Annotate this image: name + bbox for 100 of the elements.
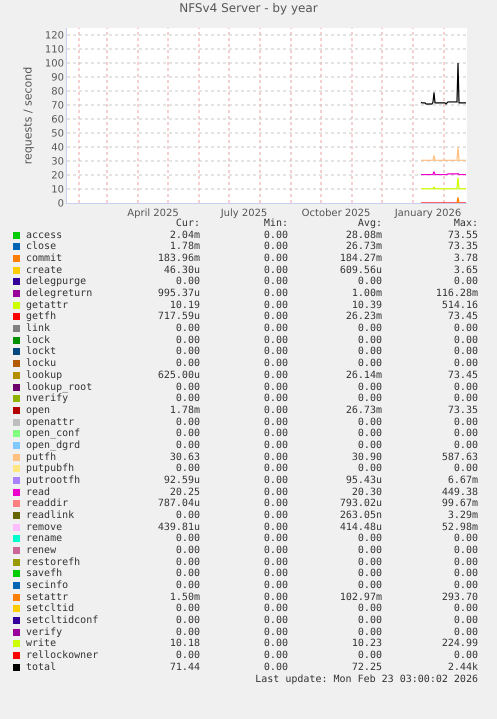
legend-label: rename — [26, 533, 62, 546]
text: 0.00 — [264, 288, 288, 300]
text: 99.67m — [442, 498, 478, 510]
legend-label: write — [26, 638, 56, 650]
text: 0.00 — [358, 276, 382, 288]
text: 0.00 — [264, 650, 288, 662]
text: 0.00 — [358, 393, 382, 406]
y-tick-label: 0 — [58, 198, 64, 210]
text: 587.63 — [442, 452, 478, 464]
text: 0.00 — [454, 323, 478, 336]
text: 1.50m — [170, 592, 200, 604]
text: 0.00 — [264, 428, 288, 440]
text: 92.59u — [164, 474, 200, 487]
text: 0.00 — [176, 382, 200, 394]
text: 73.45 — [448, 311, 478, 324]
text: 183.96m — [158, 253, 200, 266]
text: 0.00 — [264, 264, 288, 276]
text: 625.00u — [158, 370, 200, 382]
legend-label: lookup_root — [26, 382, 92, 393]
text: 10.23 — [352, 638, 382, 650]
legend-label: read — [26, 486, 50, 498]
legend-label: getfh — [26, 311, 56, 323]
text: 30.90 — [352, 452, 382, 464]
text: 0.00 — [264, 346, 288, 358]
text: 0.00 — [454, 545, 478, 558]
text: 26.14m — [346, 370, 382, 382]
text: 0.00 — [358, 346, 382, 358]
legend-label: delegreturn — [26, 288, 92, 300]
legend-label: open_dgrd — [26, 440, 80, 452]
text: Cur: — [176, 218, 200, 230]
text: 0.00 — [264, 662, 288, 674]
text: 0.00 — [358, 382, 382, 394]
legend-label: delegpurge — [26, 276, 86, 288]
text: 0.00 — [454, 358, 478, 370]
text: 0.00 — [264, 626, 288, 638]
x-tick-label: July 2025 — [220, 208, 268, 219]
text: 0.00 — [176, 533, 200, 546]
text: 0.00 — [358, 334, 382, 346]
text: 0.00 — [264, 311, 288, 324]
text: 0.00 — [454, 334, 478, 346]
y-tick-label: 70 — [51, 100, 64, 112]
line-series — [420, 62, 467, 105]
text: 0.00 — [264, 568, 288, 580]
text: 0.00 — [454, 428, 478, 440]
text: 2.04m — [170, 230, 200, 242]
text: 0.00 — [358, 463, 382, 476]
text: 0.00 — [454, 416, 478, 428]
text: 0.00 — [264, 323, 288, 336]
x-tick-label: April 2025 — [127, 208, 179, 219]
text: 0.00 — [176, 556, 200, 568]
y-tick-label: 50 — [51, 128, 64, 140]
legend-label: openattr — [26, 416, 74, 428]
text: 0.00 — [176, 510, 200, 522]
legend-label: lookup — [26, 370, 62, 382]
text: 1.00m — [352, 288, 382, 300]
text: 0.00 — [176, 358, 200, 370]
text: 0.00 — [264, 510, 288, 522]
text: 0.00 — [358, 580, 382, 592]
text: 0.00 — [176, 416, 200, 428]
legend-label: nverify — [26, 393, 68, 406]
text: 0.00 — [176, 580, 200, 592]
text: 0.00 — [176, 568, 200, 580]
text: 0.00 — [264, 440, 288, 452]
text: 10.39 — [352, 300, 382, 312]
text: 0.00 — [454, 626, 478, 638]
legend-label: close — [26, 241, 56, 253]
text: 0.00 — [264, 615, 288, 628]
text: 30.63 — [170, 452, 200, 464]
text: 0.00 — [264, 463, 288, 476]
text: 449.38 — [442, 486, 478, 498]
text: 0.00 — [176, 428, 200, 440]
legend-label: putrootfh — [26, 474, 80, 487]
text: 0.00 — [454, 463, 478, 476]
y-tick-label: 40 — [51, 142, 64, 154]
text: 0.00 — [454, 650, 478, 662]
text: 72.25 — [352, 662, 382, 674]
legend-label: restorefh — [26, 556, 80, 568]
text: 184.27m — [340, 253, 382, 266]
text: 609.56u — [340, 264, 382, 276]
text: 995.37u — [158, 288, 200, 300]
y-tick-label: 30 — [51, 156, 64, 168]
text: 0.00 — [176, 650, 200, 662]
legend-label: access — [26, 230, 62, 241]
text: 0.00 — [264, 522, 288, 534]
text: 0.00 — [358, 440, 382, 452]
legend-label: commit — [26, 253, 62, 266]
text: 1.78m — [170, 404, 200, 417]
text: 52.98m — [442, 522, 478, 534]
text: 0.00 — [264, 416, 288, 428]
text: 73.35 — [448, 241, 478, 254]
text: 0.00 — [176, 323, 200, 336]
legend-label: create — [26, 264, 62, 276]
text: 73.45 — [448, 370, 478, 382]
text: 0.00 — [264, 545, 288, 558]
text: 0.00 — [264, 334, 288, 346]
legend-label: total — [26, 662, 56, 674]
text: 73.35 — [448, 404, 478, 417]
y-tick-label: 10 — [51, 184, 64, 196]
text: 0.00 — [358, 428, 382, 440]
text: 0.00 — [264, 276, 288, 288]
